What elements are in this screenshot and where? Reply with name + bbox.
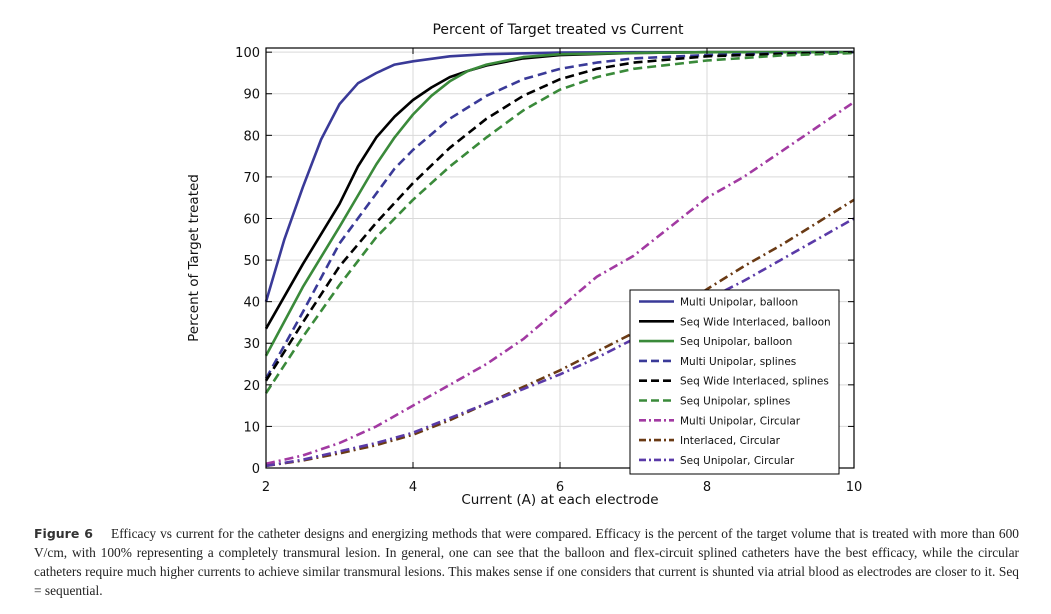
x-tick-label: 8: [703, 480, 711, 495]
y-tick-label: 100: [235, 46, 260, 61]
legend-label: Seq Wide Interlaced, balloon: [680, 316, 831, 328]
series-line-6: [265, 101, 855, 466]
y-tick-label: 0: [252, 462, 260, 477]
legend-label: Multi Unipolar, balloon: [680, 297, 798, 309]
y-tick-label: 90: [243, 88, 260, 103]
caption-text: Efficacy vs current for the catheter des…: [34, 526, 1019, 598]
legend-label: Seq Unipolar, Circular: [680, 455, 795, 467]
y-tick-label: 30: [243, 337, 260, 352]
efficacy-line-chart: Percent of Target treated vs Current 2 4 6…: [186, 22, 862, 508]
chart-legend: Multi Unipolar, balloon Seq Wide Interlac…: [629, 289, 840, 475]
x-tick-label: 6: [556, 480, 564, 495]
x-tick-label: 2: [262, 480, 270, 495]
legend-label: Interlaced, Circular: [680, 435, 781, 447]
y-tick-label: 40: [243, 296, 260, 311]
y-tick-label: 20: [243, 379, 260, 394]
legend-label: Multi Unipolar, splines: [680, 356, 796, 368]
x-axis-label: Current (A) at each electrode: [461, 492, 658, 508]
legend-label: Seq Unipolar, balloon: [680, 336, 792, 348]
y-tick-label: 10: [243, 420, 260, 435]
series-line-2: [264, 50, 854, 357]
series-line-4: [264, 50, 855, 382]
legend-label: Seq Unipolar, splines: [680, 396, 790, 408]
y-tick-label: 50: [243, 254, 260, 269]
legend-label: Multi Unipolar, Circular: [680, 415, 801, 427]
y-tick-label: 70: [243, 171, 260, 186]
x-tick-label: 10: [846, 480, 863, 495]
y-tick-label: 60: [243, 212, 260, 227]
series-line-7: [265, 198, 855, 468]
series-line-3: [264, 50, 855, 380]
series-line-8: [265, 217, 855, 468]
legend-label: Seq Wide Interlaced, splines: [680, 376, 829, 388]
figure-caption: Figure 6 Efficacy vs current for the cath…: [34, 524, 1019, 600]
chart-series-lines: [264, 50, 855, 468]
y-tick-label: 80: [243, 129, 260, 144]
figure-label: Figure 6: [34, 526, 94, 541]
y-axis-label: Percent of Target treated: [186, 174, 202, 342]
x-tick-label: 4: [409, 480, 417, 495]
series-line-5: [264, 51, 855, 394]
chart-title: Percent of Target treated vs Current: [432, 22, 684, 38]
